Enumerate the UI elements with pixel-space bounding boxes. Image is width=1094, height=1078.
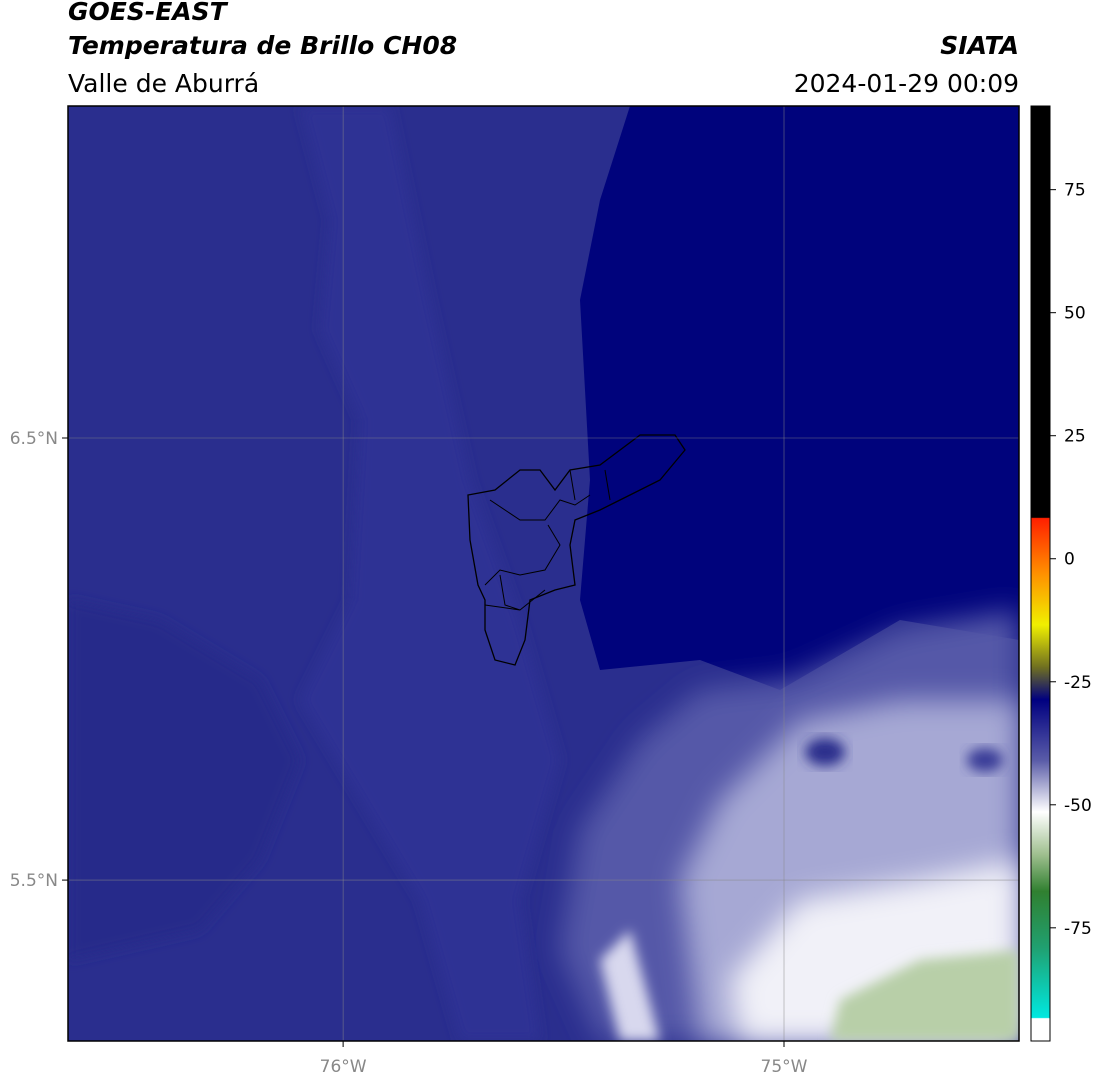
region: Valle de Aburrá [68, 69, 259, 98]
title: GOES-EAST [68, 0, 229, 26]
colorbar-tick-label: -50 [1064, 796, 1092, 816]
colorbar-ticks: 75 50 25 0 -25 -50 -75 [1050, 181, 1092, 939]
colorbar [1030, 105, 1051, 1042]
lat-label: 5.5°N [10, 871, 58, 891]
colorbar-tick-label: 0 [1064, 550, 1075, 570]
lat-label: 6.5°N [10, 429, 58, 449]
datetime: 2024-01-29 00:09 [794, 69, 1019, 98]
colorbar-tick-label: 50 [1064, 304, 1086, 324]
source: SIATA [940, 31, 1019, 60]
colorbar-tick-label: 25 [1064, 427, 1086, 447]
colorbar-tick-label: -25 [1064, 673, 1092, 693]
subtitle: Temperatura de Brillo CH08 [68, 31, 457, 60]
colorbar-tick-label: 75 [1064, 181, 1086, 201]
map-frame [67, 105, 1020, 1042]
map-image [68, 106, 1019, 1041]
lon-label: 75°W [761, 1057, 808, 1077]
graticule: 6.5°N 5.5°N 76°W 75°W [10, 106, 1019, 1077]
colorbar-tick-label: -75 [1064, 919, 1092, 939]
lon-label: 76°W [320, 1057, 367, 1077]
